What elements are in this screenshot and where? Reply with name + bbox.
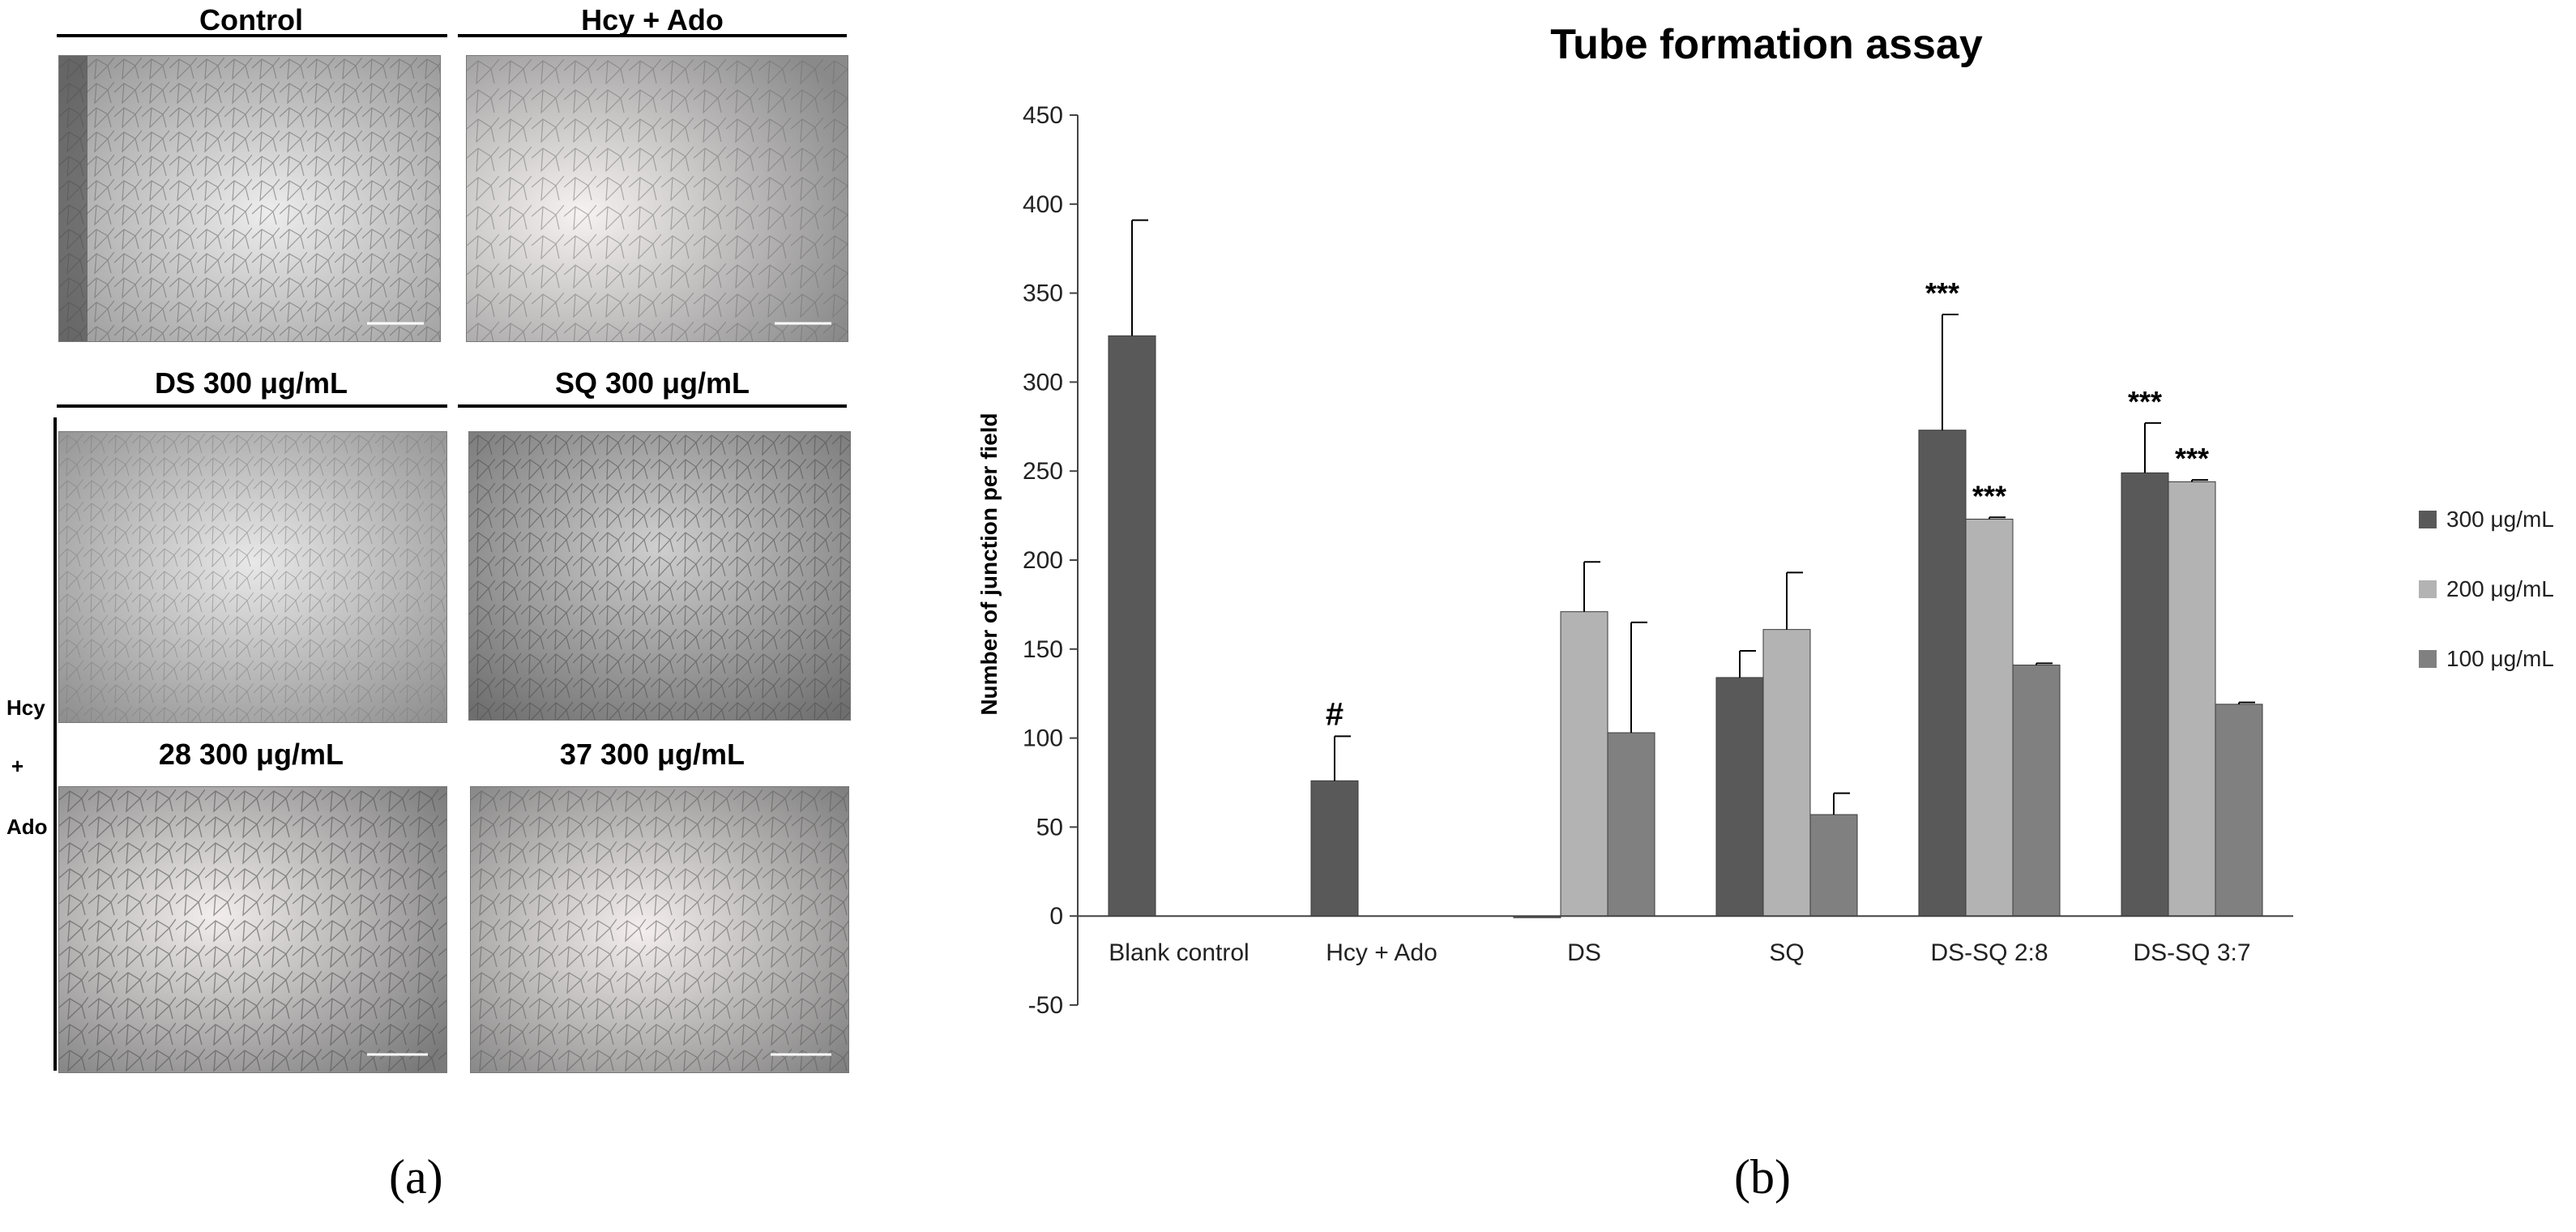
- legend-label: 100 μg/mL: [2446, 646, 2554, 671]
- bar: [1965, 518, 2014, 917]
- bar: [1108, 335, 1156, 917]
- caption-b: (b): [1734, 1150, 1791, 1204]
- micrograph-control: [58, 55, 441, 342]
- x-tick-label: Blank control: [1109, 939, 1249, 966]
- y-tick-label: 450: [1023, 102, 1063, 129]
- image-title-sq: SQ 300 μg/mL: [554, 366, 750, 400]
- x-tick-label: SQ: [1769, 939, 1804, 966]
- title-underline: [458, 34, 847, 37]
- caption-a: (a): [389, 1150, 443, 1204]
- micrograph-sq: [468, 431, 851, 721]
- y-tick-label: 100: [1023, 725, 1063, 752]
- image-title-ds: DS 300 μg/mL: [154, 366, 348, 400]
- legend-label: 200 μg/mL: [2446, 576, 2554, 601]
- bar: [1607, 732, 1655, 917]
- bar: [2121, 472, 2169, 917]
- side-label-plus: +: [11, 754, 24, 778]
- significance-label: ***: [1925, 276, 1959, 310]
- title-underline: [57, 404, 447, 408]
- legend-swatch: [2419, 650, 2437, 668]
- bar: [2012, 665, 2061, 917]
- bar: [1809, 814, 1858, 917]
- significance-label: ***: [1972, 479, 2006, 512]
- hcy-ado-bracket: [53, 417, 57, 1071]
- y-tick-label: 250: [1023, 458, 1063, 485]
- bar: [1918, 430, 1967, 917]
- legend-swatch: [2419, 511, 2437, 528]
- y-tick-label: 200: [1023, 547, 1063, 574]
- legend-label: 300 μg/mL: [2446, 507, 2554, 532]
- x-tick-label: DS-SQ 2:8: [1930, 939, 2048, 966]
- image-title-28: 28 300 μg/mL: [158, 738, 344, 771]
- significance-label: ***: [2128, 385, 2162, 418]
- significance-label: #: [1326, 696, 1344, 732]
- side-label-ado: Ado: [6, 815, 48, 839]
- bar: [2168, 481, 2216, 917]
- title-underline: [458, 404, 847, 408]
- legend-swatch: [2419, 580, 2437, 598]
- bar: [1762, 629, 1811, 917]
- title-underline: [57, 34, 447, 37]
- micrograph-hcy-ado: [466, 55, 848, 342]
- y-tick-label: 300: [1023, 369, 1063, 396]
- bar: [1715, 677, 1764, 917]
- bar: [1560, 611, 1608, 917]
- y-axis-label: Number of junction per field: [976, 413, 1002, 715]
- y-tick-label: 50: [1036, 814, 1063, 841]
- y-tick-label: 350: [1023, 280, 1063, 307]
- bar: [2215, 704, 2263, 917]
- x-tick-label: DS-SQ 3:7: [2133, 939, 2250, 966]
- micrograph-37: [470, 786, 849, 1073]
- y-tick-label: 400: [1023, 191, 1063, 218]
- image-title-37: 37 300 μg/mL: [559, 738, 745, 771]
- x-tick-label: Hcy + Ado: [1326, 939, 1438, 966]
- y-tick-label: 150: [1023, 636, 1063, 663]
- micrograph-28: [58, 786, 447, 1073]
- bar: [1310, 780, 1359, 917]
- y-tick-label: -50: [1028, 992, 1063, 1019]
- image-title-control: Control: [199, 3, 303, 36]
- chart-title: Tube formation assay: [1550, 21, 1983, 68]
- significance-label: ***: [2175, 442, 2209, 475]
- side-label-hcy: Hcy: [6, 695, 45, 720]
- y-tick-label: 0: [1049, 903, 1063, 930]
- image-title-hcy-ado: Hcy + Ado: [581, 3, 724, 36]
- micrograph-ds: [58, 431, 447, 723]
- x-tick-label: DS: [1567, 939, 1601, 966]
